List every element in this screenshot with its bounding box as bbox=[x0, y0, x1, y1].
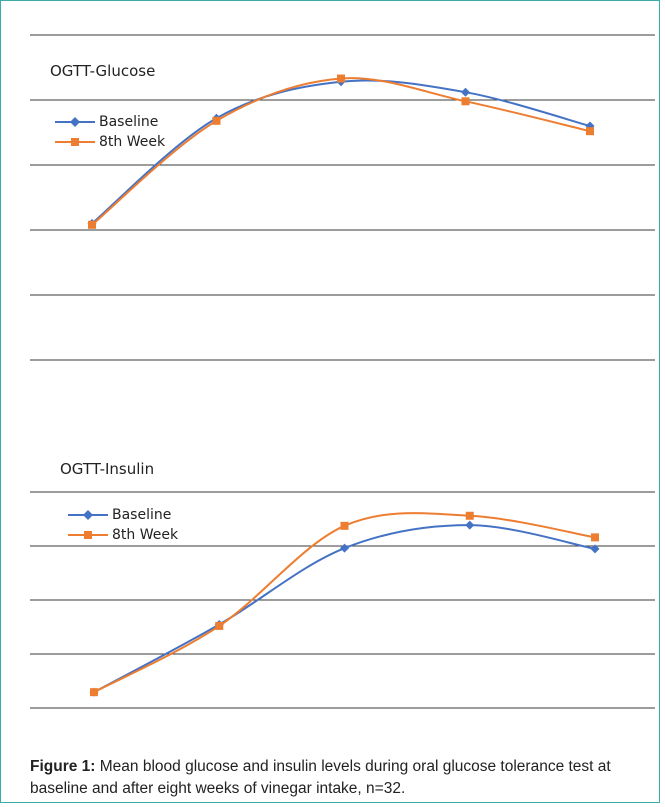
insulin-baseline-point bbox=[465, 520, 475, 530]
baseline-swatch-icon bbox=[55, 117, 95, 127]
week8-swatch-icon bbox=[55, 138, 95, 146]
glucose-chart-title: OGTT-Glucose bbox=[50, 62, 156, 80]
insulin-week8-point bbox=[465, 511, 474, 520]
caption-text: Mean blood glucose and insulin levels du… bbox=[30, 758, 611, 797]
glucose-chart bbox=[30, 34, 655, 361]
baseline-swatch-icon bbox=[68, 510, 108, 520]
insulin-chart-title: OGTT-Insulin bbox=[60, 460, 155, 478]
caption-label: Figure 1: bbox=[30, 758, 96, 775]
insulin-chart bbox=[30, 491, 655, 709]
insulin-legend: Baseline 8th Week bbox=[68, 505, 178, 545]
glucose-legend: Baseline 8th Week bbox=[55, 112, 165, 152]
glucose-week8-point bbox=[586, 127, 594, 136]
glucose-week8-point bbox=[212, 116, 221, 125]
glucose-legend-week8-label: 8th Week bbox=[99, 134, 166, 150]
insulin-legend-week8: 8th Week bbox=[68, 525, 178, 545]
glucose-baseline-line bbox=[91, 79, 591, 225]
insulin-week8-point bbox=[591, 533, 599, 542]
insulin-legend-baseline-label: Baseline bbox=[112, 507, 172, 523]
insulin-legend-baseline: Baseline bbox=[68, 505, 178, 525]
glucose-legend-week8: 8th Week bbox=[55, 132, 165, 152]
insulin-week8-point bbox=[90, 688, 98, 697]
glucose-baseline-point bbox=[461, 87, 470, 97]
glucose-legend-baseline-label: Baseline bbox=[99, 114, 159, 130]
glucose-week8-point bbox=[337, 74, 345, 83]
figure-caption: Figure 1: Mean blood glucose and insulin… bbox=[30, 756, 655, 800]
week8-swatch-icon bbox=[68, 531, 108, 539]
insulin-week8-point bbox=[340, 521, 349, 530]
insulin-legend-week8-label: 8th Week bbox=[112, 527, 179, 543]
insulin-baseline-point bbox=[340, 543, 349, 553]
glucose-legend-baseline: Baseline bbox=[55, 112, 165, 132]
insulin-week8-point bbox=[215, 621, 224, 630]
insulin-baseline-point bbox=[590, 544, 600, 554]
glucose-week8-point bbox=[461, 97, 470, 106]
glucose-week8-point bbox=[88, 220, 96, 229]
